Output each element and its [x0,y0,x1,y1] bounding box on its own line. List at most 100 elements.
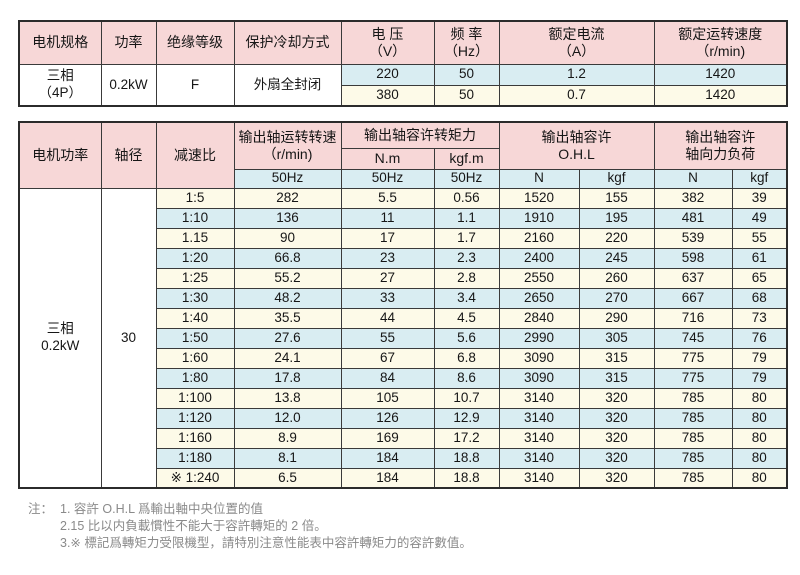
output-speed-cell: 12.0 [233,407,342,429]
ohl-n-cell: 3140 [498,387,580,409]
header-allowable-torque: 输出轴容许转矩力 [340,121,500,149]
header-rated-speed: 额定运转速度 （r/min) [653,20,788,65]
power-cell: 0.2kW [100,63,157,107]
axial-n-cell: 775 [653,347,733,369]
axial-kgf-cell: 80 [731,447,788,469]
subheader-axial-n: N [653,168,733,189]
axial-kgf-cell: 76 [731,327,788,349]
speed-value: 1420 [653,63,788,86]
table-row: 1:180 8.1 184 18.8 3140 320 785 80 [19,447,788,469]
axial-n-cell: 382 [653,187,733,209]
axial-n-cell: 785 [653,447,733,469]
torque-kgfm-cell: 6.8 [433,347,500,369]
torque-kgfm-cell: 18.8 [433,467,500,489]
axial-kgf-cell: 80 [731,427,788,449]
header-reduction-ratio: 减速比 [155,121,235,189]
output-speed-cell: 55.2 [233,267,342,289]
axial-kgf-cell: 79 [731,347,788,369]
output-speed-cell: 27.6 [233,327,342,349]
ohl-kgf-cell: 290 [578,307,655,329]
output-speed-cell: 90 [233,227,342,249]
torque-nm-cell: 23 [340,247,435,269]
header-torque-nm: N.m [340,147,435,170]
output-speed-cell: 24.1 [233,347,342,369]
axial-n-cell: 785 [653,427,733,449]
output-speed-cell: 17.8 [233,367,342,389]
axial-n-cell: 637 [653,267,733,289]
torque-nm-cell: 5.5 [340,187,435,209]
axial-n-cell: 716 [653,307,733,329]
ratio-cell: 1:20 [155,247,235,269]
header-power: 功率 [100,20,157,65]
axial-n-cell: 667 [653,287,733,309]
ohl-kgf-cell: 315 [578,367,655,389]
ohl-n-cell: 3140 [498,427,580,449]
axial-kgf-cell: 80 [731,387,788,409]
torque-nm-cell: 84 [340,367,435,389]
subheader-axial-kgf: kgf [731,168,788,189]
ratio-cell: 1:50 [155,327,235,349]
torque-nm-cell: 67 [340,347,435,369]
ohl-kgf-cell: 320 [578,447,655,469]
note-line-2: 2.15 比以内負載慣性不能大于容許轉矩的 2 倍。 [60,519,327,533]
subheader-ohl-n: N [498,168,580,189]
torque-nm-cell: 27 [340,267,435,289]
table-row: ※ 1:240 6.5 184 18.8 3140 320 785 80 [19,467,788,489]
current-value: 1.2 [498,63,655,86]
speed-value: 1420 [653,84,788,107]
torque-kgfm-cell: 17.2 [433,427,500,449]
voltage-row-380: 380 50 0.7 1420 [19,84,788,107]
ohl-kgf-cell: 195 [578,207,655,229]
reducer-performance-table: 电机功率 轴径 减速比 输出轴运转转速 （r/min) 输出轴容许转矩力 输出轴… [18,121,788,489]
header-torque-kgfm: kgf.m [433,147,500,170]
torque-nm-cell: 184 [340,467,435,489]
output-speed-cell: 8.1 [233,447,342,469]
ratio-cell: 1:30 [155,287,235,309]
notes-lines: 1. 容許 O.H.L 爲輸出軸中央位置的值 2.15 比以内負載慣性不能大于容… [60,501,786,552]
current-value: 0.7 [498,84,655,107]
shaft-diameter-cell: 30 [100,187,157,489]
torque-kgfm-cell: 10.7 [433,387,500,409]
motor-power-cell: 三相 0.2kW [18,187,102,489]
table-row: 三相 0.2kW 30 1:5 282 5.5 0.56 1520 155 382 39 [18,187,788,489]
frequency-value: 50 [433,84,500,107]
table-row: 1:160 8.9 169 17.2 3140 320 785 80 [19,427,788,449]
output-speed-cell: 136 [233,207,342,229]
notes-label: 注： [28,502,54,516]
ohl-n-cell: 3140 [498,407,580,429]
torque-kgfm-cell: 1.1 [433,207,500,229]
axial-kgf-cell: 79 [731,367,788,389]
ohl-kgf-cell: 320 [578,467,655,489]
header-motor-spec: 电机规格 [18,20,102,65]
torque-kgfm-cell: 0.56 [433,187,500,209]
torque-kgfm-cell: 3.4 [433,287,500,309]
torque-kgfm-cell: 5.6 [433,327,500,349]
header-voltage: 电 压 （V） [340,20,435,65]
ohl-kgf-cell: 155 [578,187,655,209]
voltage-row-220: 三相 （4P） 0.2kW F 外扇全封闭 220 50 1.2 1420 [18,63,788,107]
voltage-value: 220 [340,63,435,86]
header-allowable-ohl: 输出轴容许 O.H.L [498,121,655,170]
ratio-cell: 1:10 [155,207,235,229]
output-speed-cell: 35.5 [233,307,342,329]
torque-nm-cell: 169 [340,427,435,449]
ohl-kgf-cell: 260 [578,267,655,289]
reducer-header-row-1: 电机功率 轴径 减速比 输出轴运转转速 （r/min) 输出轴容许转矩力 输出轴… [18,121,788,189]
ohl-n-cell: 3090 [498,347,580,369]
header-rated-current: 额定电流 （A） [498,20,655,65]
header-cooling: 保护冷却方式 [233,20,342,65]
ratio-cell: 1:60 [155,347,235,369]
table-row: 1:60 24.1 67 6.8 3090 315 775 79 [19,347,788,369]
insulation-cell: F [155,63,235,107]
table-row: 1:40 35.5 44 4.5 2840 290 716 73 [19,307,788,329]
torque-kgfm-cell: 2.3 [433,247,500,269]
axial-n-cell: 745 [653,327,733,349]
subheader-ohl-kgf: kgf [578,168,655,189]
axial-kgf-cell: 39 [731,187,788,209]
ohl-n-cell: 3090 [498,367,580,389]
ohl-n-cell: 1910 [498,207,580,229]
torque-nm-cell: 126 [340,407,435,429]
ohl-kgf-cell: 315 [578,347,655,369]
ohl-kgf-cell: 270 [578,287,655,309]
torque-kgfm-cell: 18.8 [433,447,500,469]
